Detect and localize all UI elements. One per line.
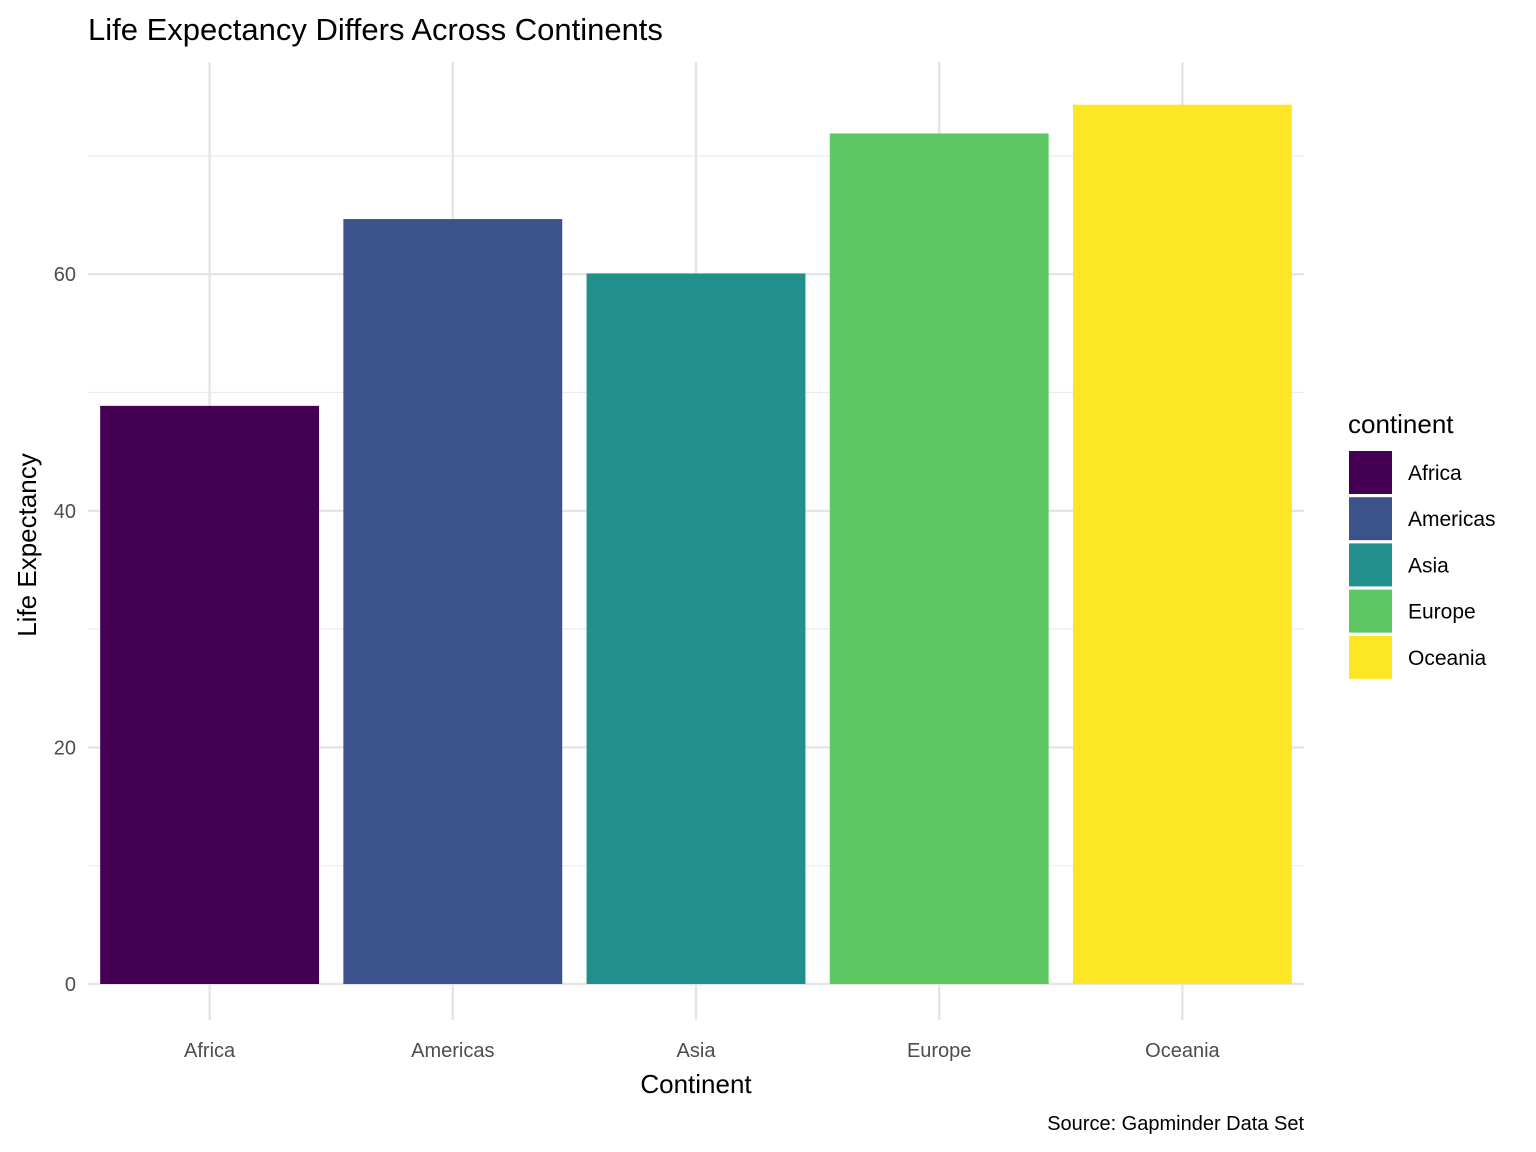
- bar-oceania: [1072, 104, 1292, 985]
- y-tick-label: 60: [54, 264, 76, 286]
- bars-group: [100, 104, 1292, 985]
- caption: Source: Gapminder Data Set: [1047, 1113, 1304, 1135]
- legend-label: Europe: [1408, 601, 1476, 624]
- x-tick-label: Africa: [184, 1040, 236, 1062]
- x-tick-label: Americas: [411, 1040, 494, 1062]
- chart-title: Life Expectancy Differs Across Continent…: [88, 12, 663, 47]
- y-axis-label: Life Expectancy: [12, 453, 42, 637]
- legend-items: Africa Americas Asia Europe Oceania: [1349, 451, 1496, 679]
- legend-label: Africa: [1408, 462, 1462, 485]
- legend-label: Americas: [1408, 508, 1496, 531]
- y-tick-label: 40: [54, 501, 76, 523]
- bar-africa: [100, 405, 320, 984]
- x-tick-label: Asia: [677, 1040, 717, 1062]
- legend: continent Africa Americas Asia Europe Oceani…: [1348, 409, 1496, 679]
- y-tick-label: 20: [54, 737, 76, 759]
- x-tick-labels: Africa Americas Asia Europe Oceania: [184, 1040, 1220, 1062]
- x-tick-label: Oceania: [1145, 1040, 1220, 1062]
- bar-europe: [829, 133, 1049, 985]
- legend-label: Asia: [1408, 554, 1449, 577]
- x-axis-label: Continent: [640, 1069, 752, 1099]
- legend-key-asia: [1349, 543, 1392, 587]
- y-tick-labels: 0 20 40 60: [54, 264, 76, 996]
- legend-key-africa: [1349, 451, 1392, 494]
- legend-key-europe: [1349, 589, 1392, 633]
- y-tick-label: 0: [65, 974, 76, 996]
- legend-title: continent: [1348, 409, 1454, 439]
- legend-key-americas: [1349, 497, 1392, 541]
- x-tick-label: Europe: [907, 1040, 972, 1062]
- bar-asia: [586, 273, 806, 984]
- bar-americas: [343, 219, 563, 984]
- legend-label: Oceania: [1408, 647, 1487, 670]
- legend-key-oceania: [1349, 635, 1392, 679]
